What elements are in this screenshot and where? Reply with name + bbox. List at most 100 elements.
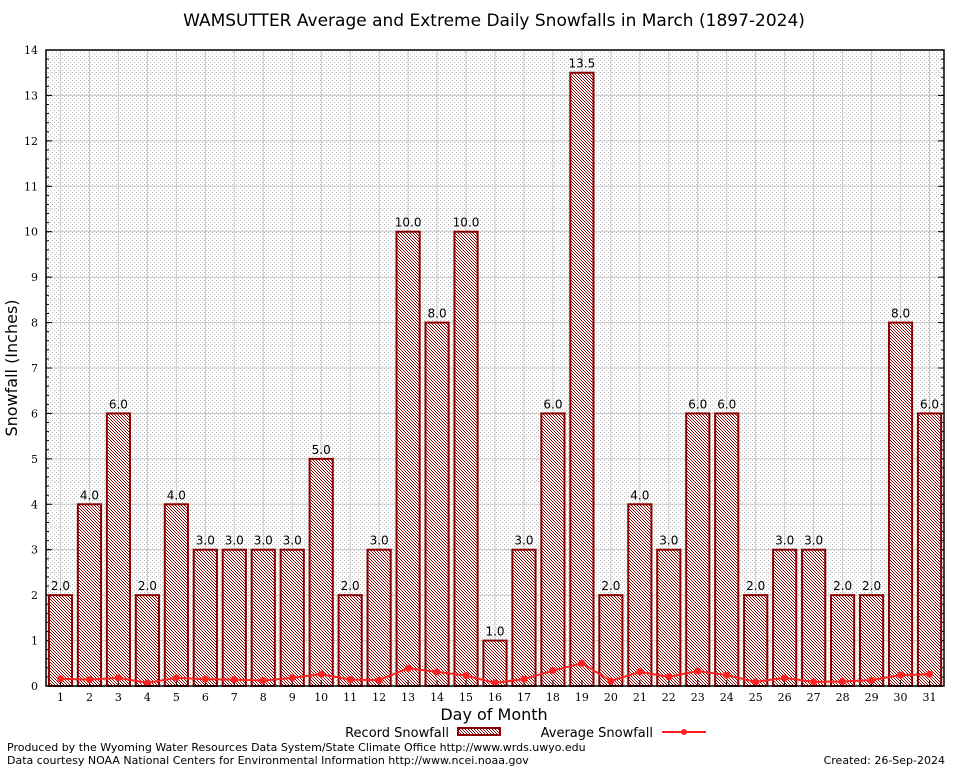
bar-day-27 (801, 548, 827, 688)
bar-value-label: 3.0 (659, 534, 678, 548)
x-tick-label: 23 (691, 691, 705, 704)
footer-courtesy: Data courtesy NOAA National Centers for … (7, 754, 529, 767)
x-tick-label: 26 (778, 691, 792, 704)
legend-label-average: Average Snowfall (541, 726, 653, 741)
bar-day-30 (887, 321, 914, 687)
bar-value-label: 2.0 (862, 579, 881, 593)
bar-value-label: 6.0 (688, 397, 707, 411)
bar-value-label: 2.0 (341, 579, 360, 593)
bar-day-25 (743, 594, 769, 688)
bar-value-label: 6.0 (717, 397, 736, 411)
bar-value-label: 4.0 (80, 488, 99, 502)
bar-value-label: 3.0 (196, 534, 215, 548)
x-tick-label: 12 (372, 691, 386, 704)
bar-day-29 (858, 594, 885, 688)
x-tick-label: 15 (459, 691, 473, 704)
average-point-day-14 (433, 668, 441, 676)
average-point-day-26 (781, 674, 789, 682)
x-tick-label: 16 (488, 691, 502, 704)
x-tick-label: 5 (173, 691, 180, 704)
bar-day-15 (453, 230, 479, 687)
average-point-day-6 (201, 675, 209, 683)
x-tick-label: 24 (720, 691, 734, 704)
average-point-day-17 (520, 675, 528, 683)
average-point-day-31 (926, 670, 934, 678)
y-tick-label: 4 (31, 498, 38, 511)
average-point-day-7 (230, 676, 238, 684)
bar-day-3 (105, 412, 132, 687)
average-point-day-5 (172, 674, 180, 682)
bar-value-label: 2.0 (138, 579, 157, 593)
bar-day-20 (598, 594, 624, 688)
x-tick-label: 14 (430, 691, 444, 704)
bar-value-label: 4.0 (167, 488, 186, 502)
bar-value-label: 6.0 (543, 397, 562, 411)
average-point-day-15 (462, 672, 470, 680)
y-tick-label: 1 (31, 635, 38, 648)
average-point-day-10 (317, 670, 325, 678)
bar-value-label: 2.0 (833, 579, 852, 593)
average-point-day-23 (694, 667, 702, 675)
x-tick-label: 9 (289, 691, 296, 704)
bar-value-label: 13.5 (569, 57, 596, 71)
x-tick-label: 6 (202, 691, 209, 704)
x-tick-label: 17 (517, 691, 531, 704)
bar-day-14 (424, 321, 450, 687)
bar-day-23 (685, 412, 711, 687)
bar-value-label: 3.0 (225, 534, 244, 548)
bar-day-8 (250, 548, 276, 688)
x-tick-label: 31 (923, 691, 937, 704)
average-point-day-1 (56, 675, 64, 683)
y-tick-label: 13 (24, 89, 38, 102)
bar-day-16 (482, 639, 508, 687)
bar-value-label: 4.0 (630, 488, 649, 502)
legend-swatch-record (457, 727, 501, 736)
average-point-day-11 (346, 676, 354, 684)
bar-value-label: 3.0 (370, 534, 389, 548)
footer-created: Created: 26-Sep-2024 (823, 754, 945, 767)
bar-day-26 (772, 548, 798, 688)
average-point-day-24 (723, 671, 731, 679)
bar-value-label: 2.0 (601, 579, 620, 593)
chart-title: WAMSUTTER Average and Extreme Daily Snow… (183, 11, 805, 31)
bar-day-13 (395, 230, 421, 687)
bar-value-label: 6.0 (109, 397, 128, 411)
bar-day-22 (656, 548, 682, 688)
bar-value-label: 8.0 (428, 307, 447, 321)
x-tick-label: 29 (865, 691, 879, 704)
bar-day-2 (76, 503, 103, 687)
bar-day-24 (714, 412, 740, 687)
y-tick-label: 0 (31, 680, 38, 693)
bar-value-label: 10.0 (453, 216, 480, 230)
x-tick-label: 22 (662, 691, 676, 704)
x-axis-label: Day of Month (440, 705, 547, 724)
legend: Record Snowfall Average Snowfall (345, 726, 706, 741)
bar-day-7 (221, 548, 247, 688)
bar-value-label: 2.0 (51, 579, 70, 593)
bar-value-label: 3.0 (775, 534, 794, 548)
bar-value-label: 1.0 (485, 625, 504, 639)
y-tick-label: 9 (31, 271, 38, 284)
average-point-day-19 (578, 659, 586, 667)
x-tick-label: 8 (260, 691, 267, 704)
bar-day-19 (569, 71, 595, 687)
y-tick-label: 3 (31, 544, 38, 557)
average-point-day-16 (491, 679, 499, 687)
x-tick-label: 10 (314, 691, 328, 704)
bar-day-9 (279, 548, 305, 688)
average-point-day-13 (404, 664, 412, 672)
x-tick-label: 30 (894, 691, 908, 704)
y-tick-label: 7 (31, 362, 38, 375)
average-point-day-20 (607, 677, 615, 685)
average-point-day-8 (259, 677, 267, 685)
bar-value-label: 10.0 (395, 216, 422, 230)
bar-day-11 (337, 594, 363, 688)
y-tick-label: 8 (31, 317, 38, 330)
bar-day-31 (916, 412, 943, 687)
y-tick-label: 6 (31, 407, 38, 420)
bar-value-label: 6.0 (920, 397, 939, 411)
average-point-day-4 (143, 679, 151, 687)
y-tick-label: 14 (24, 44, 38, 57)
